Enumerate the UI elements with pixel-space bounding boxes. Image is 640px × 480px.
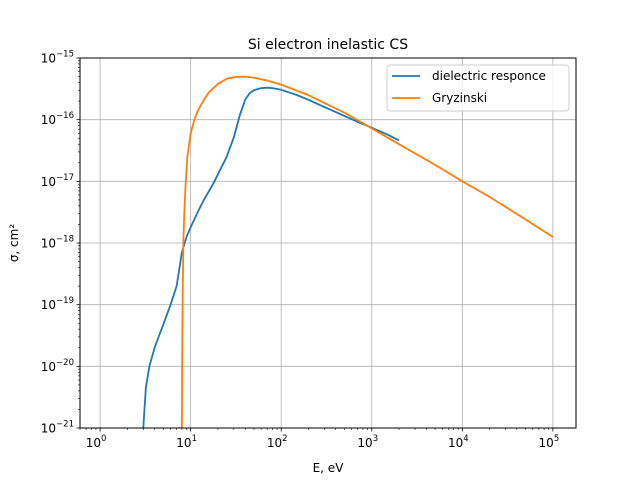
x-tick-label: 100	[86, 434, 107, 450]
y-tick-label: 10−15	[41, 50, 74, 66]
x-tick-label: 101	[176, 434, 197, 450]
y-tick-label: 10−21	[41, 420, 74, 436]
legend-box	[386, 64, 570, 112]
y-tick-label: 10−18	[41, 235, 74, 251]
y-axis-label: σ, cm²	[7, 224, 21, 263]
legend: dielectric responce Gryzinski	[386, 64, 570, 112]
x-axis-label: E, eV	[313, 461, 345, 475]
series-line-gryzinski	[180, 75, 554, 428]
y-tick-label: 10−17	[41, 173, 74, 189]
chart-title: Si electron inelastic CS	[248, 37, 408, 53]
legend-label-dielectric: dielectric responce	[432, 69, 546, 83]
series-layer	[142, 75, 554, 428]
x-tick-label: 105	[539, 434, 560, 450]
series-line-dielectric	[142, 86, 400, 428]
ticks: 100 101 102 103 104 105 10−21 10−20 10−19 10−18 10…	[41, 50, 559, 451]
y-tick-label: 10−19	[41, 296, 74, 312]
y-tick-label: 10−16	[41, 111, 74, 127]
x-tick-label: 102	[267, 434, 288, 450]
legend-label-gryzinski: Gryzinski	[432, 91, 487, 105]
x-tick-label: 104	[448, 434, 469, 450]
y-tick-label: 10−20	[41, 358, 74, 374]
grid	[80, 58, 576, 428]
x-tick-label: 103	[357, 434, 378, 450]
